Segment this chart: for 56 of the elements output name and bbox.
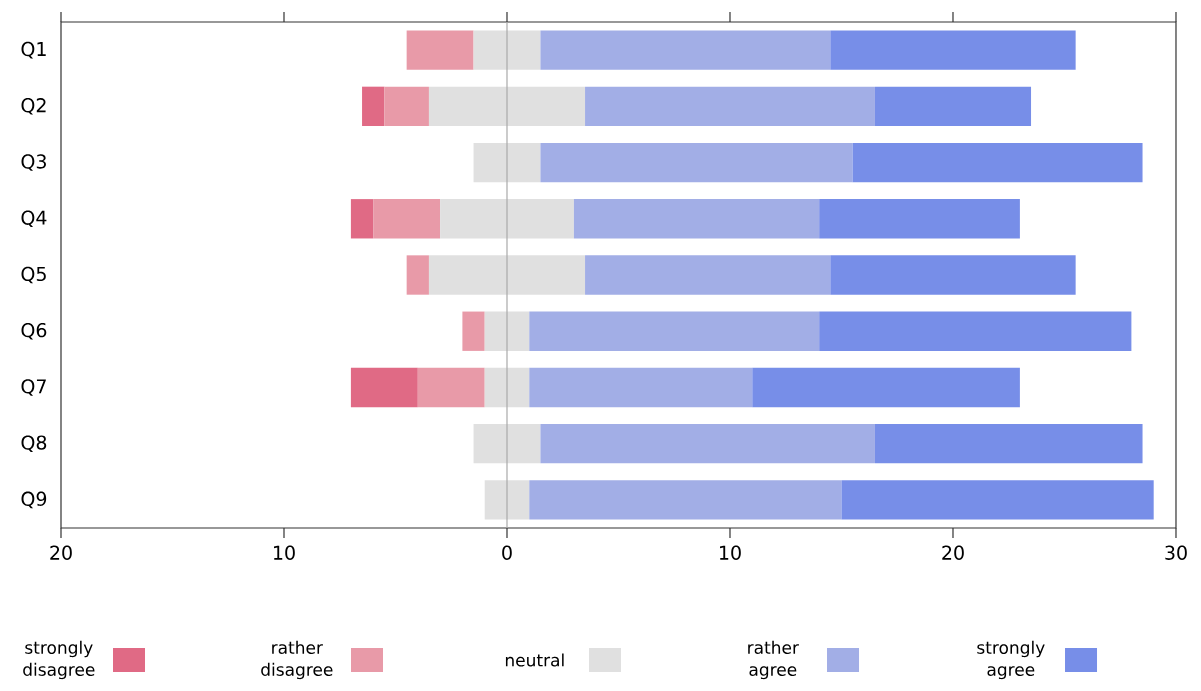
bar bbox=[573, 199, 820, 239]
legend-label: neutral bbox=[505, 653, 564, 667]
bar bbox=[406, 255, 429, 295]
bar bbox=[484, 311, 530, 351]
legend-label: strongly agree bbox=[977, 640, 1045, 680]
bar bbox=[384, 86, 429, 127]
bar bbox=[473, 142, 541, 183]
bar bbox=[585, 86, 875, 127]
bar bbox=[852, 142, 1143, 183]
x-tick-label: 10 bbox=[720, 545, 741, 560]
bar bbox=[350, 367, 418, 408]
legend-label: strongly disagree bbox=[23, 640, 95, 680]
bar bbox=[819, 199, 1020, 239]
bar bbox=[529, 367, 753, 408]
bar bbox=[830, 30, 1076, 70]
bar bbox=[874, 86, 1032, 127]
bar bbox=[540, 424, 875, 464]
bar bbox=[540, 30, 831, 70]
bar bbox=[830, 255, 1076, 295]
bar bbox=[540, 142, 853, 183]
bar bbox=[841, 480, 1154, 520]
x-tick-label: 20 bbox=[942, 545, 964, 560]
bar bbox=[874, 424, 1143, 464]
bar bbox=[752, 367, 1020, 408]
x-tick-label: 10 bbox=[274, 545, 295, 560]
bar bbox=[462, 311, 485, 351]
bar bbox=[406, 30, 474, 70]
bar bbox=[362, 86, 385, 127]
y-tick-label: Q6 bbox=[21, 322, 47, 340]
bar bbox=[484, 480, 530, 520]
y-tick-label: Q1 bbox=[21, 41, 46, 59]
bar bbox=[440, 199, 574, 239]
y-tick-label: Q7 bbox=[21, 379, 46, 396]
y-tick-label: Q9 bbox=[21, 491, 47, 509]
bar bbox=[529, 311, 820, 351]
bar bbox=[473, 424, 541, 464]
y-tick-label: Q3 bbox=[21, 154, 46, 171]
bar bbox=[373, 199, 441, 239]
bar bbox=[428, 255, 586, 295]
bar bbox=[529, 480, 842, 520]
bar bbox=[819, 311, 1132, 351]
y-tick-label: Q2 bbox=[21, 98, 46, 115]
bar bbox=[350, 199, 374, 239]
legend-label: rather agree bbox=[748, 640, 799, 680]
x-tick-label: 20 bbox=[50, 545, 72, 560]
bar bbox=[417, 367, 485, 408]
bar bbox=[473, 30, 541, 70]
x-tick-label: 30 bbox=[1165, 545, 1187, 560]
legend-label: rather disagree bbox=[261, 640, 333, 680]
bar bbox=[585, 255, 831, 295]
bar bbox=[428, 86, 586, 127]
bar bbox=[484, 367, 530, 408]
y-tick-label: Q4 bbox=[21, 210, 47, 228]
x-tick-label: 0 bbox=[502, 545, 512, 560]
y-tick-label: Q8 bbox=[21, 435, 47, 452]
y-tick-label: Q5 bbox=[21, 266, 46, 284]
